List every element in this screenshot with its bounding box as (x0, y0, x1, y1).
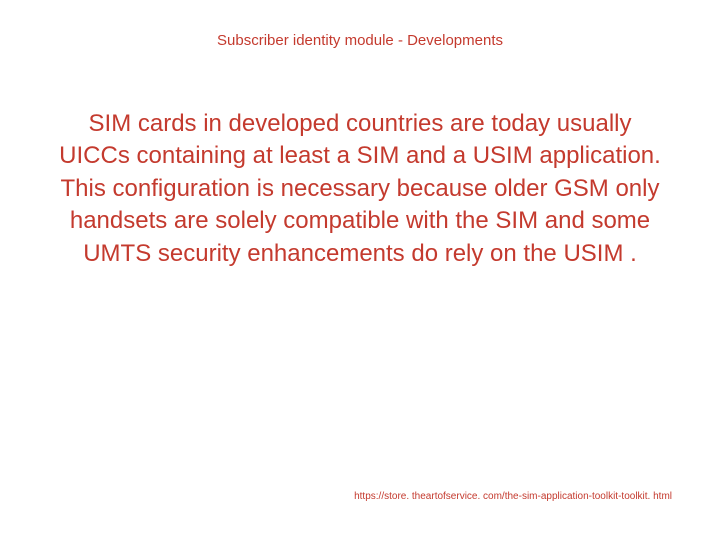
slide-body-text: SIM cards in developed countries are tod… (55, 108, 665, 270)
slide-footer-url: https://store. theartofservice. com/the-… (354, 491, 672, 502)
slide-title: Subscriber identity module - Development… (0, 32, 720, 49)
